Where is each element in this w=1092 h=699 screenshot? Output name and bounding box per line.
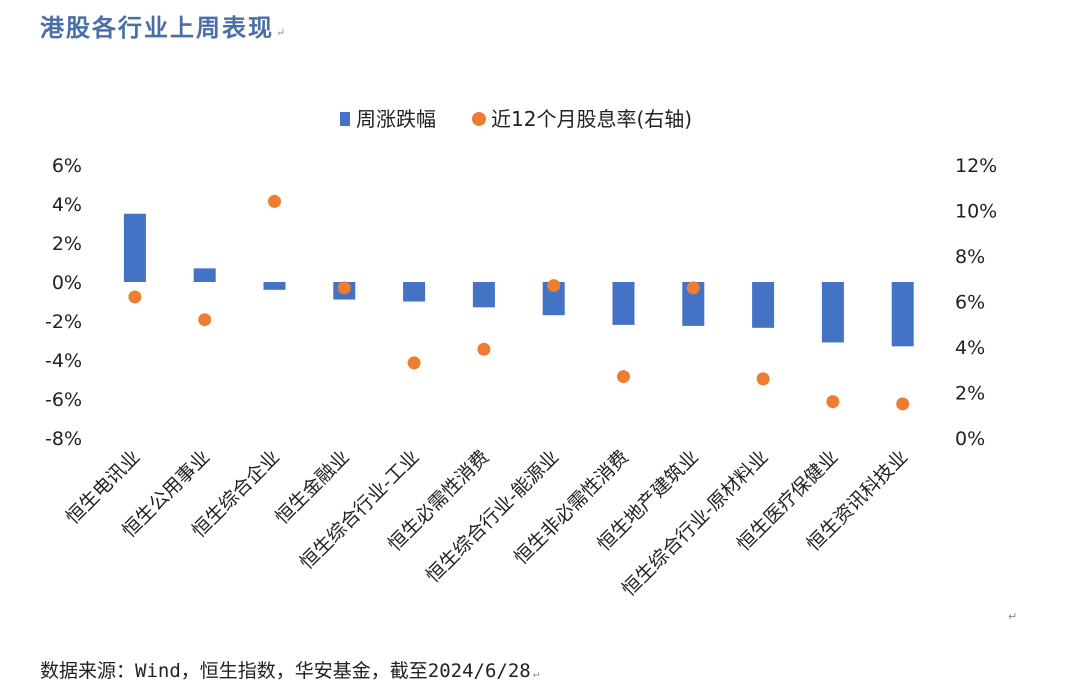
right-tick-label: 10% bbox=[955, 201, 997, 223]
dot bbox=[686, 281, 700, 295]
left-tick-label: -2% bbox=[45, 311, 82, 333]
paragraph-mark-icon: ↵ bbox=[276, 26, 288, 39]
left-tick-label: 4% bbox=[52, 194, 82, 216]
legend-bar-label: 周涨跌幅 bbox=[356, 107, 436, 131]
bar bbox=[752, 282, 775, 328]
bar bbox=[542, 282, 565, 316]
left-tick-label: 6% bbox=[52, 155, 82, 177]
legend-dot-swatch bbox=[472, 112, 486, 126]
x-category-label: 恒生综合行业-工业 bbox=[296, 446, 424, 574]
right-axis: 12% 10% 8% 6% 4% 2% 0% bbox=[955, 155, 997, 450]
dot bbox=[337, 281, 351, 295]
dot bbox=[756, 372, 770, 386]
left-tick-label: -6% bbox=[45, 389, 82, 411]
left-tick-label: -4% bbox=[45, 350, 82, 372]
right-tick-label: 12% bbox=[955, 155, 997, 177]
chart-legend: 周涨跌幅 近12个月股息率(右轴) bbox=[340, 107, 692, 131]
bar bbox=[821, 282, 844, 343]
right-tick-label: 8% bbox=[955, 246, 985, 268]
x-category-label: 恒生综合行业-能源业 bbox=[422, 446, 563, 587]
dot bbox=[896, 397, 910, 411]
legend-dot-label: 近12个月股息率(右轴) bbox=[491, 107, 692, 131]
dot bbox=[826, 395, 840, 409]
bar bbox=[472, 282, 495, 308]
bar-series bbox=[123, 213, 914, 347]
page-title: 港股各行业上周表现 ↵ bbox=[40, 8, 287, 43]
left-tick-label: 2% bbox=[52, 233, 82, 255]
bar bbox=[123, 213, 146, 282]
dot bbox=[268, 194, 281, 208]
source-note-text: 数据来源：Wind，恒生指数，华安基金，截至2024/6/28 bbox=[40, 660, 531, 682]
source-note: 数据来源：Wind，恒生指数，华安基金，截至2024/6/28 ↵ bbox=[40, 656, 539, 683]
paragraph-mark-icon: ↵ bbox=[532, 667, 540, 680]
dot bbox=[198, 313, 212, 327]
bar bbox=[682, 282, 705, 326]
scatter-series bbox=[128, 194, 910, 411]
left-tick-label: 0% bbox=[52, 272, 82, 294]
dot bbox=[477, 342, 491, 356]
left-tick-label: -8% bbox=[45, 428, 82, 450]
bar bbox=[891, 282, 914, 347]
page-title-text: 港股各行业上周表现 bbox=[40, 13, 274, 42]
bar bbox=[193, 268, 216, 282]
bar bbox=[263, 282, 286, 290]
dot bbox=[407, 356, 421, 370]
bar bbox=[403, 282, 426, 302]
legend-bar-swatch bbox=[340, 112, 350, 126]
dot bbox=[128, 290, 142, 304]
dividend-bar-chart: 周涨跌幅 近12个月股息率(右轴) 6% 4% 2% 0% -2% -4% -6% -8% 12… bbox=[45, 107, 997, 601]
bar bbox=[612, 282, 635, 325]
left-axis: 6% 4% 2% 0% -2% -4% -6% -8% bbox=[45, 155, 82, 450]
right-tick-label: 4% bbox=[955, 337, 985, 359]
paragraph-mark-icon: ↵ bbox=[1008, 610, 1018, 623]
dot bbox=[617, 370, 630, 384]
x-axis-labels: 恒生电讯业恒生公用事业恒生综合企业恒生金融业恒生综合行业-工业恒生必需性消费恒生… bbox=[62, 446, 913, 601]
right-tick-label: 2% bbox=[955, 383, 985, 405]
right-tick-label: 6% bbox=[955, 292, 985, 314]
dot bbox=[547, 279, 561, 293]
right-tick-label: 0% bbox=[955, 428, 985, 450]
